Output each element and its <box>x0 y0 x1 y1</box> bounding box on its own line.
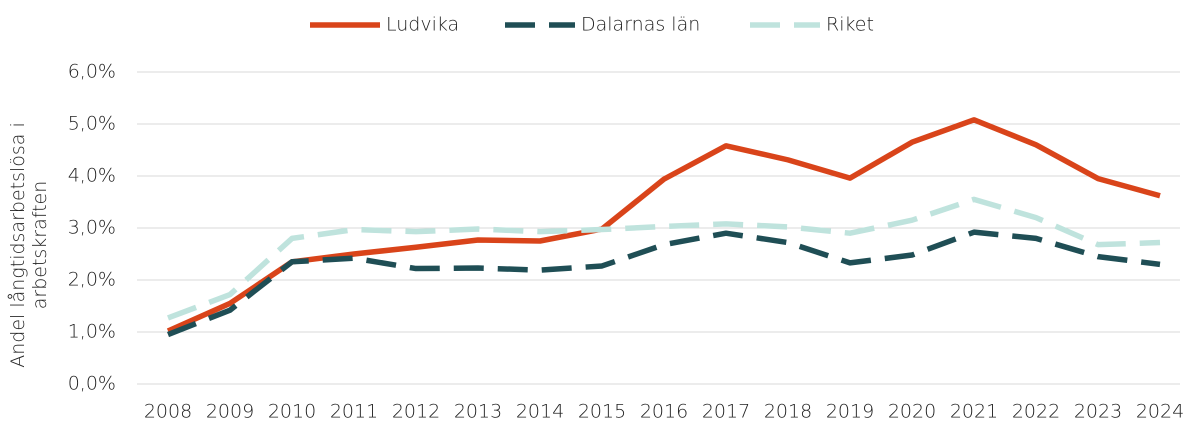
x-tick-label: 2021 <box>950 401 998 423</box>
x-tick-label: 2009 <box>206 401 254 423</box>
x-tick-label: 2020 <box>888 401 936 423</box>
legend-label: Riket <box>826 14 874 36</box>
series-line <box>167 196 1161 321</box>
x-tick-label: 2018 <box>764 401 812 423</box>
y-tick-label: 5,0% <box>68 113 116 135</box>
y-axis-label-line: Andel långtidsarbetslösa i <box>7 122 29 367</box>
x-tick-label: 2015 <box>578 401 626 423</box>
y-tick-label: 6,0% <box>68 61 116 83</box>
y-axis-label-line: arbetskraften <box>29 181 51 310</box>
x-tick-label: 2011 <box>330 401 378 423</box>
x-tick-label: 2010 <box>268 401 316 423</box>
y-tick-label: 0,0% <box>68 373 116 395</box>
y-tick-label: 3,0% <box>68 217 116 239</box>
x-tick-label: 2008 <box>144 401 192 423</box>
x-tick-label: 2014 <box>516 401 564 423</box>
legend-label: Ludvika <box>386 14 459 36</box>
x-tick-label: 2017 <box>702 401 750 423</box>
x-tick-label: 2019 <box>826 401 874 423</box>
legend-label: Dalarnas län <box>581 14 700 36</box>
y-tick-label: 1,0% <box>68 321 116 343</box>
y-tick-label: 2,0% <box>68 269 116 291</box>
x-tick-label: 2013 <box>454 401 502 423</box>
x-tick-label: 2022 <box>1012 401 1060 423</box>
x-tick-label: 2024 <box>1136 401 1184 423</box>
x-tick-label: 2012 <box>392 401 440 423</box>
y-axis-label: Andel långtidsarbetslösa iarbetskraften <box>7 122 51 367</box>
series-line <box>166 117 1161 334</box>
x-tick-label: 2016 <box>640 401 688 423</box>
x-tick-label: 2023 <box>1074 401 1122 423</box>
y-tick-label: 4,0% <box>68 165 116 187</box>
series-line <box>166 229 1161 338</box>
